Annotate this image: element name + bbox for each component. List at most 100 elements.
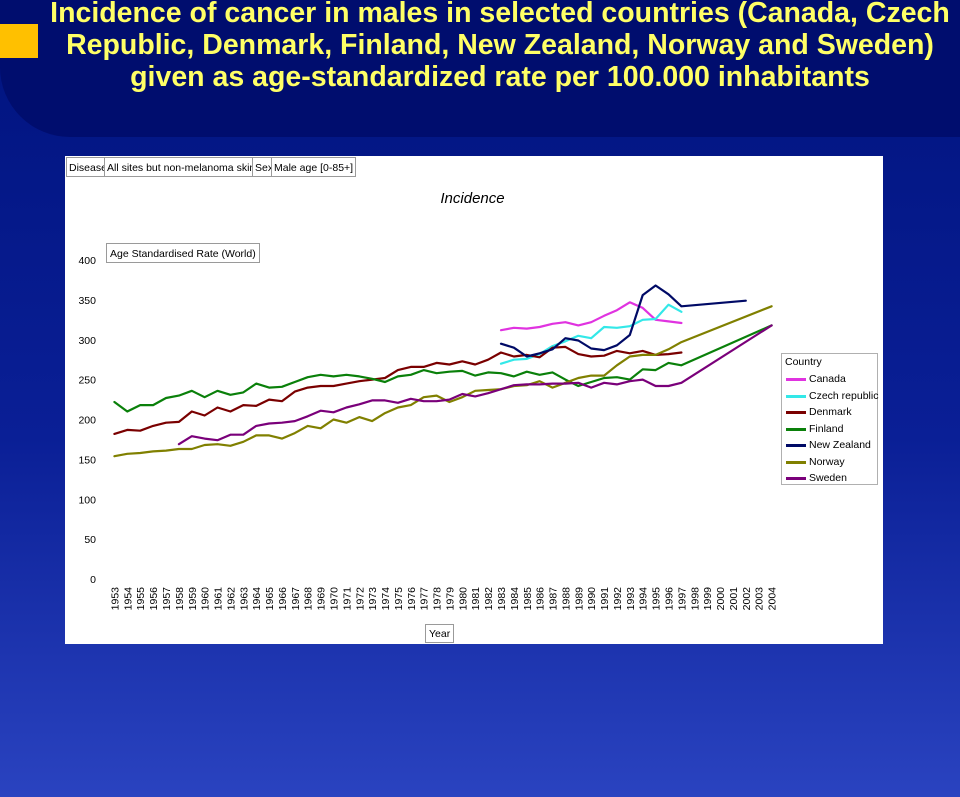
series-line-norway: [113, 305, 773, 458]
x-tick-label: 1961: [213, 587, 225, 611]
legend-item-new-zealand: New Zealand: [786, 437, 878, 453]
x-tick-label: 1989: [573, 587, 585, 611]
legend-swatch: [786, 477, 806, 480]
x-tick-label: 1975: [393, 587, 405, 611]
disease-label: Disease: [66, 157, 110, 177]
x-tick-label: 1954: [122, 587, 134, 611]
x-tick-label: 1984: [509, 587, 521, 611]
x-tick-label: 1973: [367, 587, 379, 611]
legend-swatch: [786, 394, 806, 398]
x-tick-label: 1967: [290, 587, 302, 611]
series-line-finland: [113, 324, 773, 413]
x-tick-label: 1972: [354, 587, 366, 611]
x-tick-label: 1999: [702, 587, 714, 611]
x-tick-label: 1956: [148, 587, 160, 611]
x-tick-label: 1959: [187, 587, 199, 611]
series-line-czech-republic: [499, 303, 683, 365]
sex-value: Male age [0-85+]: [271, 157, 357, 177]
legend-label: Canada: [809, 373, 846, 385]
slide-title: Incidence of cancer in males in selected…: [50, 0, 950, 93]
x-tick-label: 1993: [625, 587, 637, 611]
x-tick-label: 1976: [406, 587, 418, 611]
y-tick-label: 250: [78, 375, 96, 387]
title-band: [0, 0, 960, 137]
x-tick-label: 1953: [109, 587, 121, 611]
legend-label: Finland: [809, 422, 844, 435]
x-tick-label: 1986: [535, 587, 547, 611]
x-tick-label: 1965: [264, 587, 276, 611]
x-tick-label: 2002: [741, 587, 753, 611]
series-line-denmark: [113, 345, 683, 435]
x-tick-label: 2000: [715, 587, 727, 611]
x-tick-label: 1998: [689, 587, 701, 611]
chart-panel: 0 50 100 150 200 250 300 350 400 1953 1954 1955 1956…: [65, 156, 883, 644]
legend-label: New Zealand: [809, 439, 871, 451]
legend-item-norway: Norway: [786, 454, 878, 470]
x-tick-label: 1974: [380, 587, 392, 611]
y-tick-label: 350: [78, 295, 96, 307]
x-tick-label: 1957: [161, 587, 173, 611]
y-tick-label: 400: [78, 255, 96, 267]
x-tick-label: 1990: [586, 587, 598, 611]
x-tick-label: 1997: [676, 587, 688, 611]
chart-legend: Country Canada Czech republic Denmark Finla…: [781, 353, 878, 485]
x-axis-title: Year: [425, 624, 455, 643]
x-tick-label: 1991: [599, 587, 611, 611]
x-tick-label: 2003: [754, 587, 766, 611]
x-tick-label: 1960: [200, 587, 212, 611]
legend-item-denmark: Denmark: [786, 404, 878, 420]
y-tick-label: 100: [78, 494, 96, 506]
series-line-sweden: [177, 324, 773, 446]
legend-label: Sweden: [809, 472, 847, 484]
x-tick-label: 1995: [651, 587, 663, 611]
x-tick-label: 1971: [341, 587, 353, 611]
x-tick-label: 2001: [728, 587, 740, 611]
legend-item-sweden: Sweden: [786, 470, 878, 486]
y-tick-label: 150: [78, 454, 96, 466]
x-tick-label: 1955: [135, 587, 147, 611]
x-tick-label: 1978: [432, 587, 444, 611]
x-tick-label: 1988: [560, 587, 572, 611]
x-tick-label: 1996: [663, 587, 675, 611]
x-tick-label: 1983: [496, 587, 508, 611]
y-axis-title: Age Standardised Rate (World): [106, 243, 260, 263]
y-tick-label: 0: [90, 574, 96, 586]
x-tick-label: 1979: [444, 587, 456, 611]
chart-title: Incidence: [440, 190, 505, 207]
line-chart: 0 50 100 150 200 250 300 350 400 1953 1954 1955 1956…: [78, 255, 779, 611]
legend-label: Denmark: [809, 406, 852, 418]
x-tick-label: 1963: [238, 587, 250, 611]
legend-swatch: [786, 444, 806, 447]
x-tick-label: 1962: [225, 587, 237, 611]
x-tick-label: 1966: [277, 587, 289, 611]
x-tick-label: 1980: [457, 587, 469, 611]
x-tick-label: 1994: [638, 587, 650, 611]
y-tick-label: 300: [78, 335, 96, 347]
x-tick-label: 2004: [767, 587, 779, 611]
legend-swatch: [786, 427, 806, 431]
x-tick-label: 1982: [483, 587, 495, 611]
y-tick-label: 200: [78, 415, 96, 427]
series-line-canada: [499, 301, 683, 332]
series-line-new-zealand: [499, 284, 747, 358]
legend-item-finland: Finland: [786, 421, 878, 437]
x-tick-label: 1977: [419, 587, 431, 611]
sex-label: Sex: [252, 157, 277, 177]
legend-item-czech-republic: Czech republic: [786, 388, 878, 404]
x-tick-label: 1969: [316, 587, 328, 611]
legend-swatch: [786, 378, 806, 381]
x-tick-label: 1985: [522, 587, 534, 611]
accent-square: [0, 24, 38, 58]
x-tick-label: 1981: [470, 587, 482, 611]
legend-swatch: [786, 411, 806, 414]
legend-label: Norway: [809, 455, 845, 468]
x-tick-label: 1958: [174, 587, 186, 611]
x-tick-label: 1970: [328, 587, 340, 611]
legend-item-canada: Canada: [786, 371, 878, 387]
x-tick-label: 1992: [612, 587, 624, 611]
legend-label: Czech republic: [809, 389, 879, 402]
x-tick-label: 1964: [251, 587, 263, 611]
x-tick-label: 1987: [548, 587, 560, 611]
legend-swatch: [786, 460, 806, 464]
x-tick-label: 1968: [303, 587, 315, 611]
